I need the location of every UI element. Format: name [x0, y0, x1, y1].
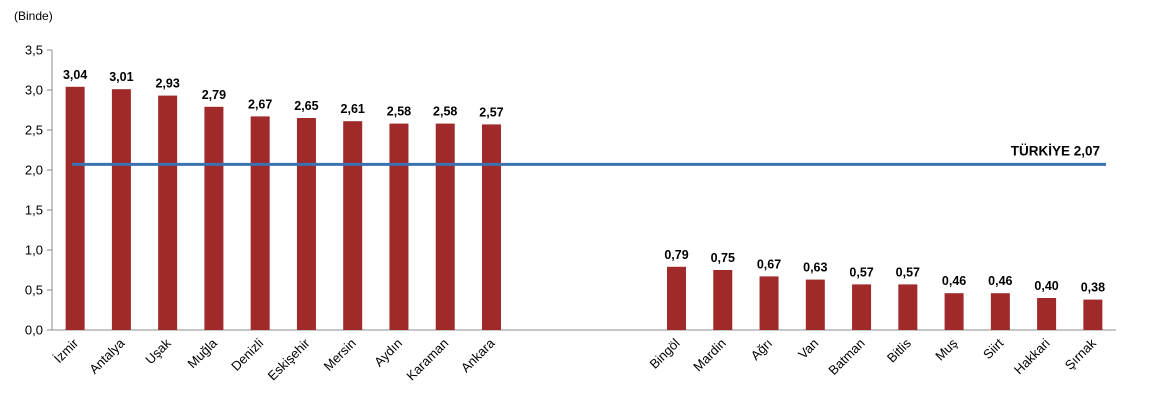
x-category-label: Mersin	[321, 336, 359, 374]
x-category-label: Antalya	[86, 335, 128, 377]
data-label: 0,57	[849, 265, 873, 279]
data-label: 3,04	[63, 68, 87, 82]
bar	[481, 124, 501, 331]
bar	[250, 116, 270, 331]
x-category-label: Siirt	[980, 335, 1007, 362]
axes: 0,0 0,5 1,0 1,5 2,0 2,5 3,0 3,5	[25, 43, 1116, 338]
bar	[759, 276, 779, 330]
data-label: 0,75	[711, 251, 735, 265]
data-labels-group: 3,04 3,01 2,93 2,79 2,67 2,65 2,61 2,58 2,58 2,57…	[63, 68, 1105, 295]
bar	[805, 279, 825, 330]
x-category-label: Bitlis	[884, 335, 914, 365]
x-category-label: Uşak	[142, 335, 174, 367]
y-tick-label: 2,5	[25, 123, 43, 138]
x-category-label: Mardin	[690, 336, 729, 375]
bar	[389, 123, 409, 330]
x-category-label: Muğla	[184, 335, 220, 371]
data-label: 3,01	[109, 70, 133, 84]
bar	[852, 284, 872, 330]
x-category-label: Şırnak	[1062, 335, 1100, 373]
x-category-label: İzmir	[51, 335, 82, 366]
x-category-label: Karaman	[403, 336, 451, 384]
bar	[713, 270, 733, 330]
bars-group	[65, 86, 1103, 331]
data-label: 2,65	[294, 99, 318, 113]
bar	[667, 266, 687, 330]
x-category-label: Batman	[825, 336, 867, 378]
y-tick-label: 3,5	[25, 43, 43, 58]
y-tick-label: 3,0	[25, 83, 43, 98]
y-tick-label: 1,5	[25, 203, 43, 218]
x-category-label: Ağrı	[748, 336, 775, 363]
bar	[111, 89, 131, 330]
data-label: 0,57	[896, 265, 920, 279]
x-category-label: Denizli	[228, 335, 266, 373]
reference-line-group: TÜRKİYE 2,07	[72, 143, 1106, 166]
bar	[990, 293, 1010, 330]
y-axis-unit-label: (Binde)	[14, 9, 53, 23]
data-label: 2,67	[248, 97, 272, 111]
y-tick-label: 0,5	[25, 283, 43, 298]
data-label: 2,58	[433, 105, 457, 119]
bar	[158, 95, 178, 330]
bar	[944, 293, 964, 330]
x-category-label: Ankara	[458, 335, 498, 375]
x-category-label: Eskişehir	[265, 335, 313, 383]
bar	[296, 118, 316, 330]
bar	[435, 123, 455, 330]
data-label: 0,46	[942, 274, 966, 288]
data-label: 2,58	[387, 105, 411, 119]
bar	[343, 121, 363, 330]
data-label: 0,79	[664, 248, 688, 262]
data-label: 0,67	[757, 257, 781, 271]
data-label: 2,93	[155, 77, 179, 91]
data-label: 0,46	[988, 274, 1012, 288]
data-label: 0,40	[1034, 279, 1058, 293]
y-tick-label: 2,0	[25, 163, 43, 178]
reference-line-label: TÜRKİYE 2,07	[1011, 143, 1100, 158]
data-label: 0,63	[803, 261, 827, 275]
bar	[898, 284, 918, 330]
bar	[204, 106, 224, 330]
data-label: 2,79	[202, 88, 226, 102]
bar	[1083, 299, 1103, 330]
x-category-label: Bingöl	[646, 335, 682, 371]
bar	[65, 86, 85, 330]
x-category-label: Hakkari	[1011, 335, 1053, 377]
bar	[1037, 298, 1057, 330]
x-category-label: Muş	[932, 335, 960, 363]
data-label: 0,38	[1081, 281, 1105, 295]
x-category-label: Van	[795, 336, 821, 362]
data-label: 2,57	[479, 105, 503, 119]
data-label: 2,61	[341, 102, 365, 116]
y-tick-label: 1,0	[25, 243, 43, 258]
y-tick-label: 0,0	[25, 323, 43, 338]
x-category-label: Aydın	[371, 336, 405, 370]
